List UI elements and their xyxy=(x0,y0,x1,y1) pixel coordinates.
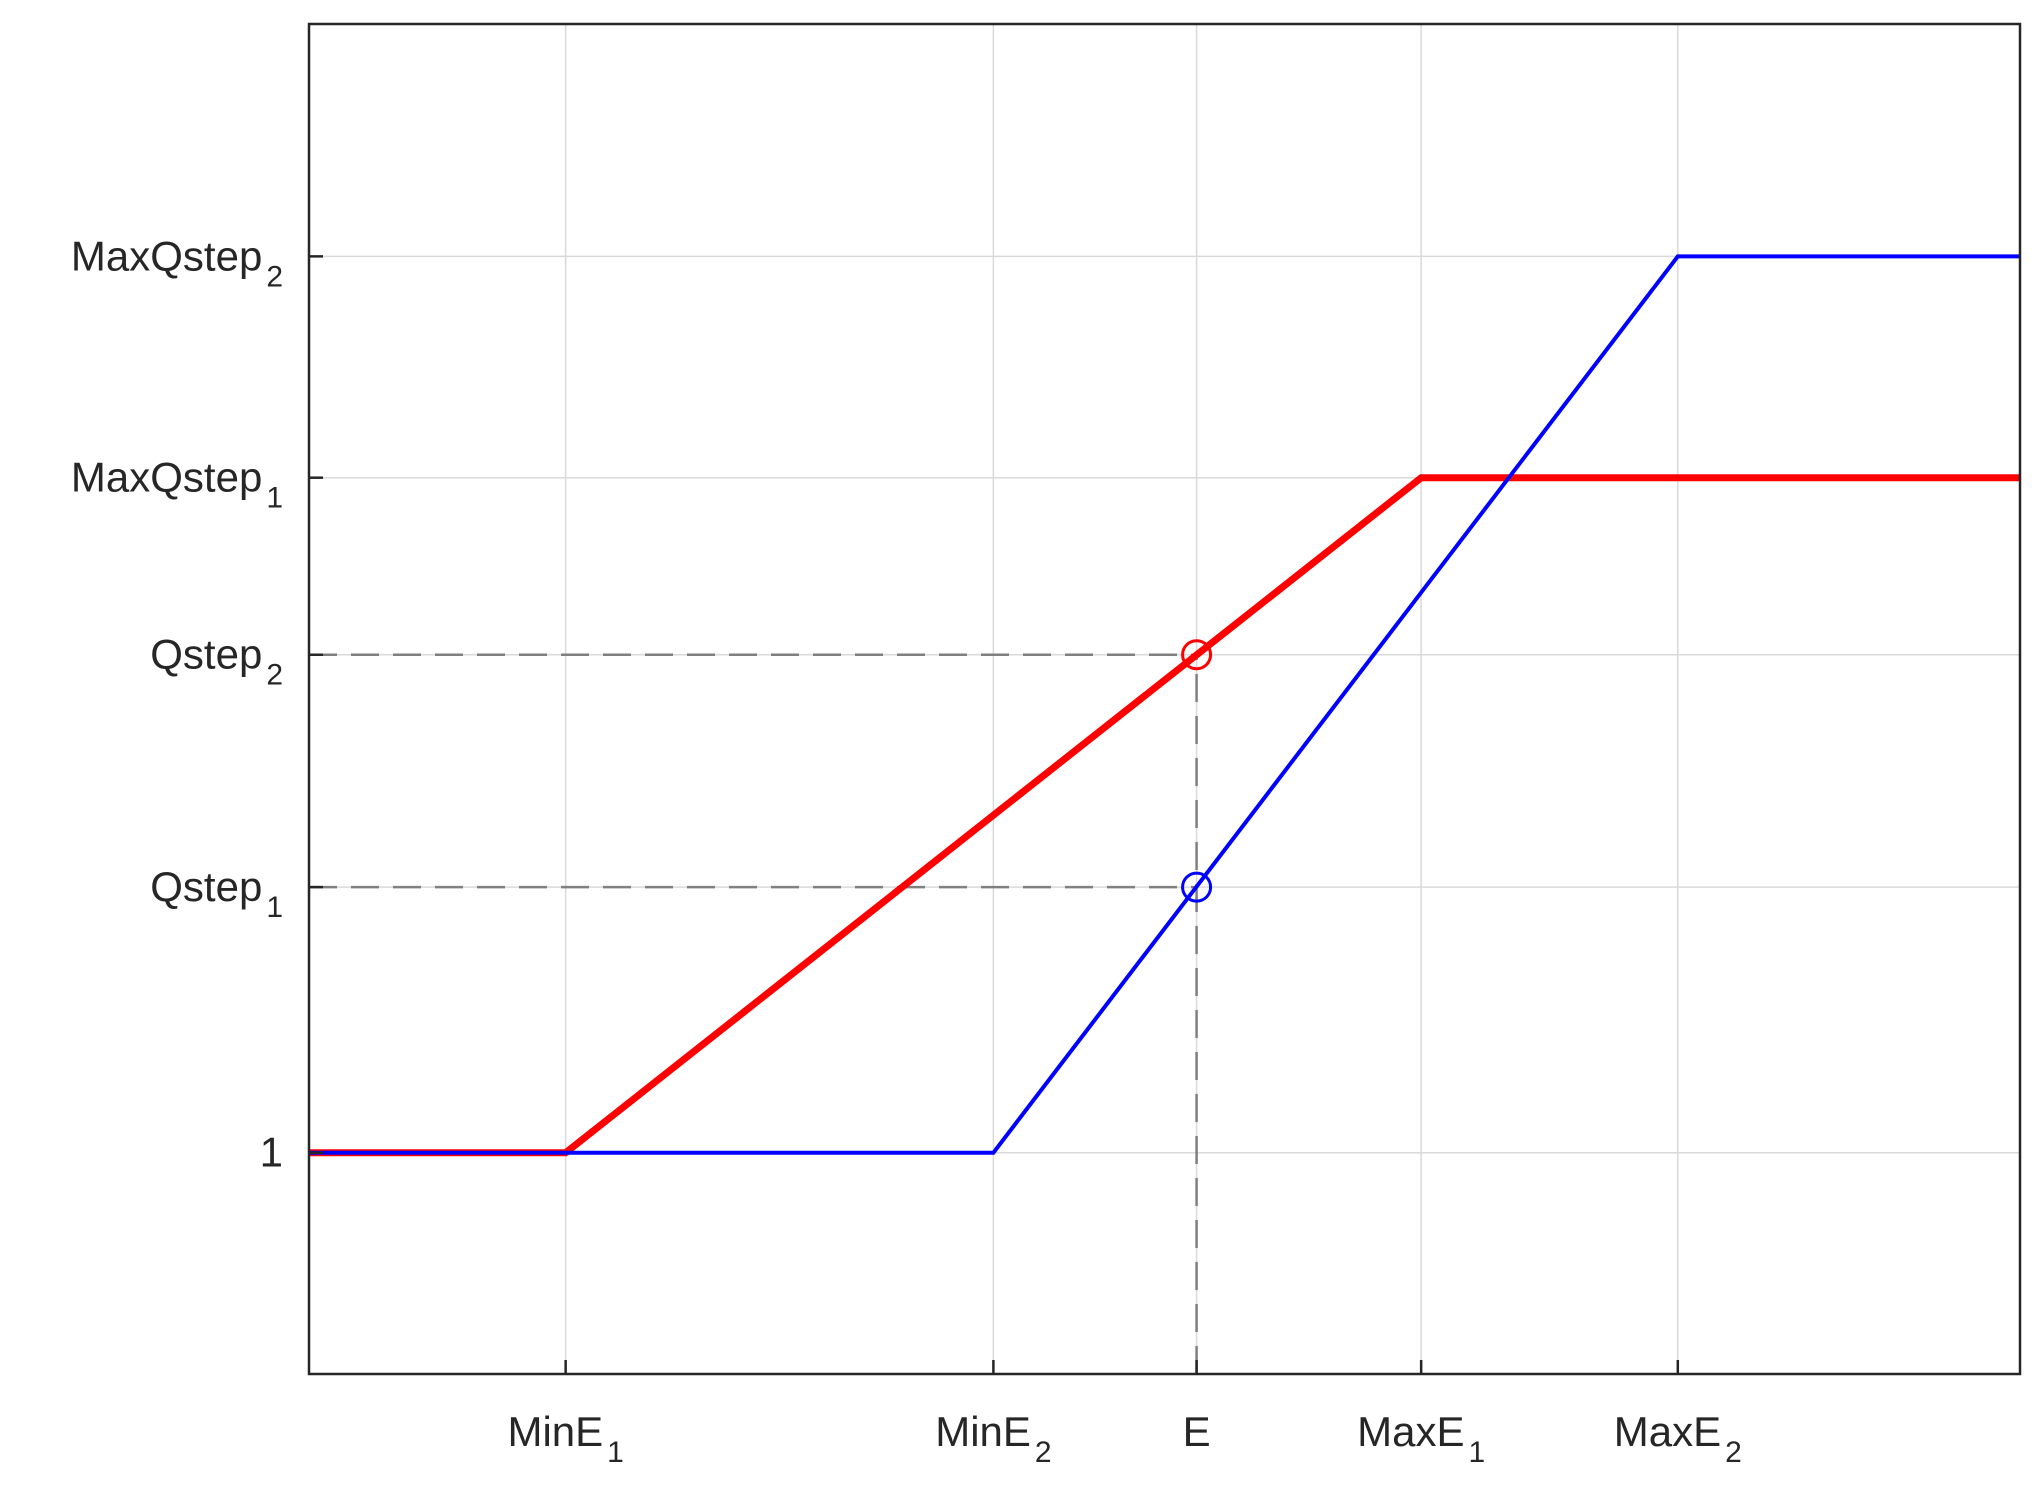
guide-lines xyxy=(309,653,1198,1374)
plot-background xyxy=(309,24,2020,1374)
x-ticks: MinE 1 MinE 2 E MaxE 1 MaxE 2 xyxy=(507,1360,1742,1469)
y-tick-label: Qstep 2 xyxy=(150,631,283,692)
markers xyxy=(1181,639,1213,903)
point-marker-1 xyxy=(1181,639,1213,671)
y-tick-label: 1 xyxy=(260,1129,283,1176)
point-marker-2 xyxy=(1181,871,1213,903)
x-tick-label: MaxE 1 xyxy=(1357,1408,1485,1469)
y-ticks: 1 Qstep 1 Qstep 2 MaxQstep 1 MaxQstep 2 xyxy=(71,232,323,1176)
x-tick-label: MinE 2 xyxy=(935,1408,1051,1469)
x-tick-label: MaxE 2 xyxy=(1614,1408,1742,1469)
x-tick-label: E xyxy=(1183,1408,1211,1455)
y-tick-label: MaxQstep 2 xyxy=(71,232,283,293)
series xyxy=(309,254,2020,1157)
series-line-2 xyxy=(309,254,2020,1155)
axes-box xyxy=(307,22,2022,1376)
axes xyxy=(307,22,2022,1376)
y-tick-label: MaxQstep 1 xyxy=(71,454,283,515)
x-tick-label: MinE 1 xyxy=(507,1408,623,1469)
y-tick-label: Qstep 1 xyxy=(150,863,283,924)
